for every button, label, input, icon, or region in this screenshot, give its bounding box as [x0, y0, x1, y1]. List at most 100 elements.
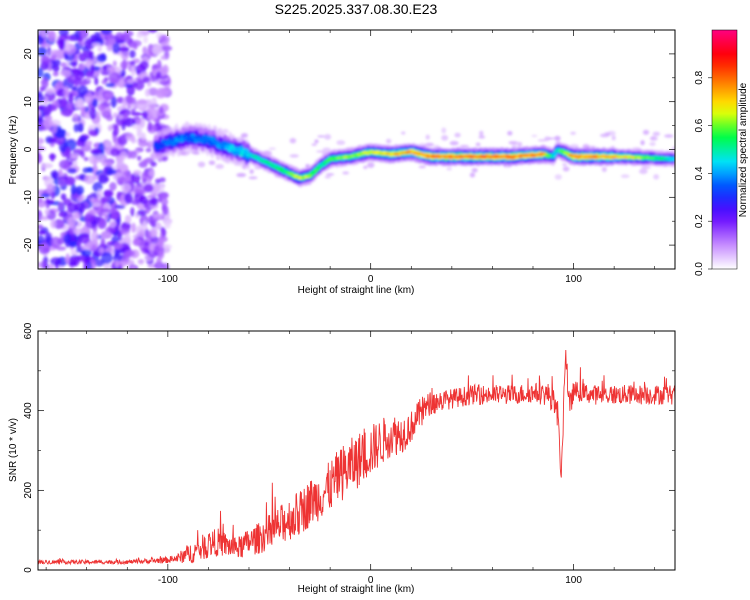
noise-blob [76, 98, 85, 109]
noise-blob [570, 131, 576, 135]
noise-blob [105, 82, 116, 88]
noise-blob [38, 243, 49, 249]
noise-blob [77, 122, 84, 133]
noise-blob [63, 86, 70, 98]
noise-blob [129, 103, 140, 108]
noise-blob [141, 171, 148, 182]
noise-blob [121, 221, 131, 230]
noise-blob [87, 167, 94, 173]
noise-blob [248, 176, 258, 180]
noise-blob [94, 77, 99, 86]
noise-blob [141, 110, 148, 120]
noise-blob [38, 114, 44, 125]
noise-blob [156, 256, 162, 264]
noise-blob [132, 238, 142, 246]
noise-blob [99, 208, 112, 213]
noise-blob [640, 166, 651, 169]
noise-blob [56, 246, 67, 251]
noise-blob [109, 182, 117, 191]
ridge-blob [552, 153, 558, 156]
noise-blob [38, 67, 44, 78]
noise-blob [336, 140, 346, 146]
x-tick-label: 0 [368, 274, 374, 285]
noise-blob [197, 161, 206, 168]
noise-blob [160, 55, 167, 61]
noise-blob [100, 237, 106, 250]
noise-blob [74, 70, 85, 81]
noise-blob [141, 132, 146, 141]
noise-blob [67, 92, 74, 104]
ridge-blob [229, 144, 235, 149]
noise-blob [446, 167, 453, 171]
noise-blob [78, 30, 89, 39]
noise-blob [106, 168, 117, 175]
noise-blob [105, 226, 116, 233]
noise-blob [114, 39, 126, 44]
noise-blob [73, 211, 81, 220]
noise-blob [140, 116, 146, 129]
noise-blob [54, 128, 67, 139]
noise-blob [147, 112, 158, 121]
noise-blob [664, 134, 674, 138]
snr-series-line [38, 349, 675, 566]
noise-blob [105, 33, 116, 46]
noise-blob [107, 124, 113, 132]
noise-blob [449, 140, 459, 146]
ridge-blob [550, 155, 556, 159]
noise-blob [147, 121, 153, 132]
noise-blob [98, 174, 109, 184]
x-tick-label: 0 [368, 575, 374, 586]
noise-blob [268, 147, 277, 150]
noise-blob [289, 154, 299, 158]
noise-blob [118, 47, 130, 52]
noise-blob [96, 54, 107, 63]
noise-blob [160, 45, 173, 52]
colorbar-tick-label: 0.0 [694, 262, 705, 276]
noise-blob [79, 232, 90, 244]
noise-blob [67, 216, 77, 228]
spectrogram-x-label: Height of straight line (km) [298, 285, 415, 296]
noise-blob [42, 119, 54, 128]
noise-blob [139, 214, 149, 226]
noise-blob [531, 134, 538, 137]
noise-blob [101, 251, 113, 264]
noise-blob [92, 201, 101, 208]
noise-blob [363, 165, 368, 170]
noise-blob [46, 184, 56, 193]
snr-x-label: Height of straight line (km) [298, 584, 415, 595]
noise-blob [317, 135, 325, 138]
noise-blob [401, 131, 406, 135]
noise-blob [133, 170, 142, 176]
snr-y-ticks: 0 200 400 600 [23, 322, 675, 573]
noise-blob [103, 77, 109, 82]
noise-blob [136, 32, 143, 39]
noise-blob [158, 250, 165, 259]
noise-blob [60, 193, 67, 201]
noise-blob [95, 111, 101, 123]
noise-blob [40, 55, 51, 66]
noise-blob [642, 129, 650, 135]
noise-blob [38, 146, 46, 152]
noise-blob [107, 66, 116, 74]
spectrogram-y-label: Frequency (Hz) [8, 116, 19, 185]
noise-blob [96, 95, 102, 101]
noise-blob [649, 141, 656, 147]
noise-blob [67, 103, 73, 110]
noise-blob [150, 220, 157, 228]
noise-blob [42, 106, 52, 117]
noise-blob [58, 38, 66, 50]
noise-blob [65, 253, 70, 265]
noise-blob [98, 247, 105, 254]
noise-blob [40, 215, 50, 221]
noise-blob [153, 261, 165, 269]
noise-blob [90, 231, 99, 243]
noise-blob [60, 62, 67, 68]
noise-blob [159, 184, 165, 194]
noise-blob [82, 167, 90, 174]
noise-blob [135, 99, 148, 105]
noise-blob [58, 30, 69, 37]
noise-blob [158, 88, 170, 95]
noise-blob [38, 230, 46, 235]
y-tick-label: 10 [23, 96, 34, 108]
noise-blob [75, 185, 85, 196]
